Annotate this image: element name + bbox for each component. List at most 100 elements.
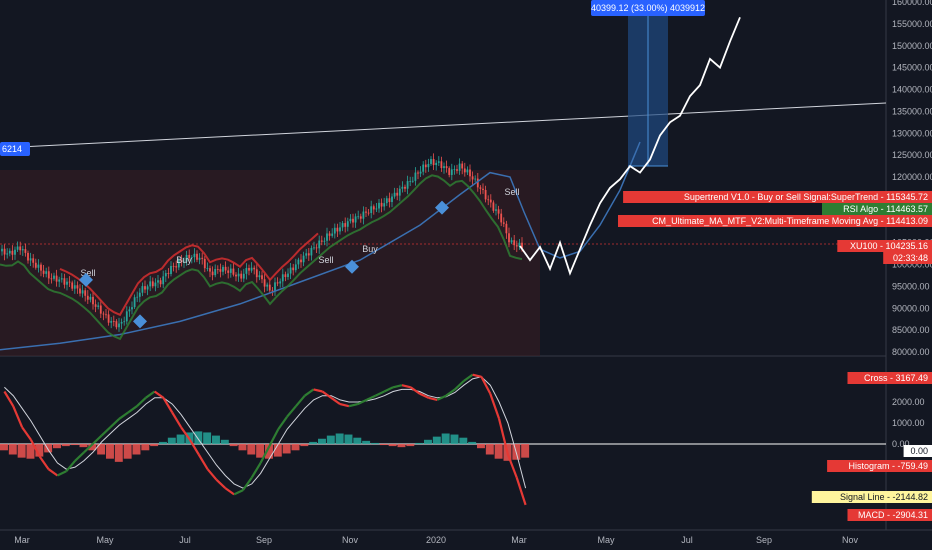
price-tag	[618, 215, 932, 227]
candle-body	[131, 307, 133, 310]
histogram-bar	[17, 444, 26, 458]
candle-body	[97, 305, 100, 307]
histogram-bar	[282, 444, 291, 454]
candle-body	[432, 159, 435, 166]
macd-segment	[12, 405, 24, 428]
trend-line[interactable]	[0, 102, 887, 149]
candle-body	[24, 249, 27, 253]
candle-body	[68, 281, 71, 283]
histogram-bar	[106, 444, 114, 459]
candle-body	[32, 258, 35, 263]
candle-body	[492, 202, 495, 211]
candle-body	[118, 323, 120, 328]
time-tick-label: Sep	[256, 535, 272, 545]
histogram-bar	[477, 444, 485, 449]
candle-body	[1, 248, 3, 252]
candle-body	[3, 248, 6, 255]
candle-body	[141, 286, 144, 293]
macd-segment	[91, 434, 103, 445]
candle-body	[341, 223, 344, 228]
time-tick-label: May	[96, 535, 114, 545]
signal-label: Sell	[318, 255, 333, 265]
candle-body	[102, 313, 105, 315]
macd-segment	[206, 468, 218, 481]
time-tick-label: Mar	[511, 535, 527, 545]
candle-body	[518, 242, 521, 247]
candle-body	[489, 199, 492, 203]
candle-body	[289, 267, 292, 274]
price-tick-label: 155000.00	[892, 19, 932, 29]
price-tick-label: 140000.00	[892, 85, 932, 95]
price-tag-text: 02:33:48	[893, 253, 928, 263]
candle-body	[365, 211, 367, 213]
candle-body	[375, 208, 378, 210]
candle-body	[42, 270, 45, 274]
candle-body	[315, 247, 318, 249]
candle-body	[393, 192, 396, 197]
red-zone	[0, 170, 540, 356]
candle-body	[255, 269, 258, 278]
price-tick-label: 85000.00	[892, 325, 930, 335]
macd-segment	[401, 384, 412, 389]
histogram-bar	[70, 444, 79, 446]
candle-body	[362, 211, 365, 219]
candle-body	[271, 290, 274, 292]
histogram-bar	[97, 444, 106, 455]
macd-tag-text: Signal Line - -2144.82	[840, 492, 928, 502]
candle-body	[50, 278, 53, 280]
candle-body	[430, 159, 432, 164]
histogram-bar	[194, 431, 203, 444]
histogram-bar	[424, 439, 432, 444]
candle-body	[326, 233, 328, 241]
projection-path[interactable]	[519, 16, 741, 276]
candle-body	[450, 169, 453, 175]
macd-segment	[515, 477, 527, 506]
trendline-label-box	[0, 142, 30, 156]
candle-body	[458, 163, 461, 171]
candle-body	[250, 267, 253, 271]
candle-body	[232, 268, 235, 275]
candle-body	[242, 273, 245, 279]
macd-tag-text: Histogram - -759.49	[848, 461, 928, 471]
candle-body	[34, 262, 37, 268]
price-tick-label: 150000.00	[892, 41, 932, 51]
candle-body	[500, 213, 503, 223]
candle-body	[27, 252, 29, 261]
macd-segment	[436, 394, 447, 401]
macd-segment	[374, 390, 385, 397]
candle-body	[445, 166, 448, 169]
macd-segment	[233, 489, 244, 496]
candle-body	[240, 273, 243, 279]
candle-body	[258, 275, 261, 278]
histogram-bar	[212, 435, 220, 444]
histogram-bar	[159, 441, 167, 444]
histogram-bar	[300, 444, 309, 447]
signal-label: Buy	[176, 255, 192, 265]
price-tick-label: 160000.00	[892, 0, 932, 7]
candle-body	[63, 278, 66, 285]
candle-body	[86, 295, 89, 300]
candle-body	[71, 282, 74, 289]
candle-body	[149, 281, 152, 287]
candle-body	[505, 223, 508, 234]
candle-body	[201, 257, 204, 259]
macd-tick-label: 2000.00	[892, 397, 925, 407]
candle-body	[177, 260, 180, 268]
histogram-bar	[485, 444, 494, 455]
candle-body	[284, 274, 287, 278]
candle-body	[60, 278, 63, 280]
candle-body	[203, 258, 206, 269]
candle-body	[292, 267, 295, 271]
bowl-curve[interactable]	[0, 141, 641, 351]
macd-segment	[304, 388, 315, 397]
histogram-bar	[203, 432, 212, 444]
candle-body	[37, 264, 40, 268]
histogram-bar	[353, 437, 362, 444]
macd-segment	[506, 454, 518, 478]
candle-body	[125, 311, 128, 322]
candle-body	[198, 257, 201, 260]
histogram-bar	[238, 444, 247, 451]
histogram-bar	[318, 438, 326, 444]
candle-body	[313, 247, 315, 249]
